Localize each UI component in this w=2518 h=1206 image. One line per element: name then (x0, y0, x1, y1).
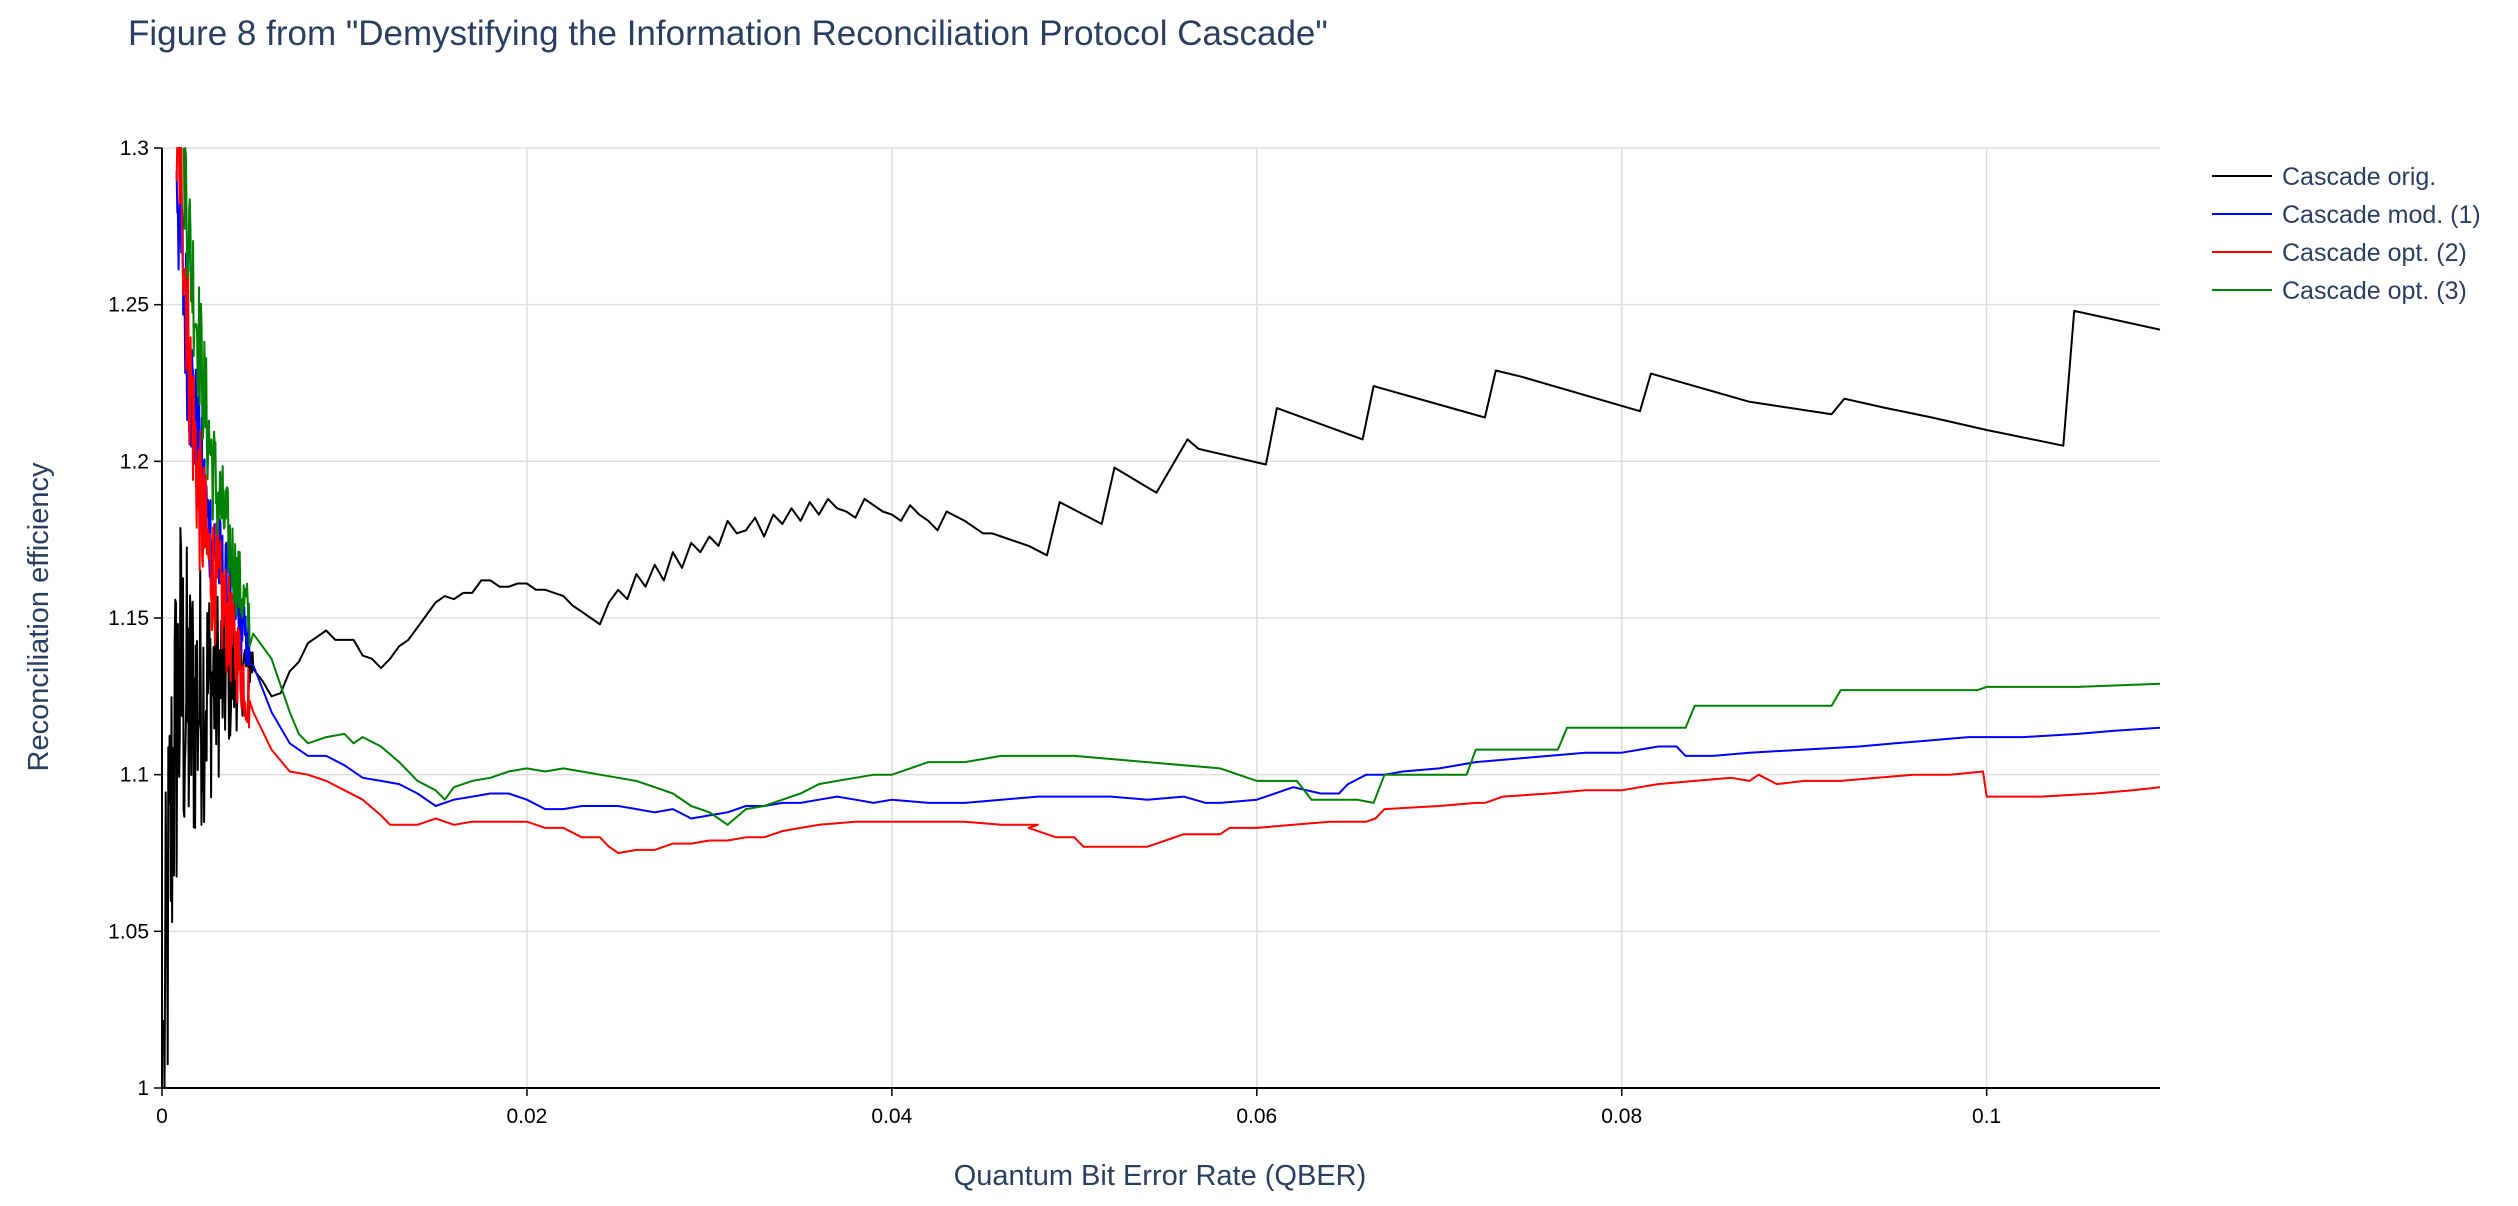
y-tick-label: 1 (137, 1077, 149, 1100)
tick-labels: 0 0.02 0.04 0.06 0.08 0.1 1 1.05 1.1 1.15 1.2 1.25 1… (108, 137, 2001, 1128)
y-tick-label: 1.15 (108, 607, 149, 630)
y-tick-label: 1.25 (108, 294, 149, 317)
series-line-1 (162, 309, 2161, 1089)
legend-item[interactable]: Cascade orig. (2212, 163, 2436, 191)
legend-item[interactable]: Cascade mod. (1) (2212, 201, 2481, 229)
plot-area (162, 147, 2161, 1089)
legend-item[interactable]: Cascade opt. (3) (2212, 277, 2467, 305)
x-axis-title: Quantum Bit Error Rate (QBER) (954, 1160, 1367, 1192)
series-line-2 (175, 147, 2161, 820)
x-tick-label: 0.02 (506, 1105, 547, 1128)
y-tick-label: 1.05 (108, 920, 149, 943)
y-tick-label: 1.2 (120, 450, 149, 473)
y-tick-label: 1.3 (120, 137, 149, 160)
series-line-4 (182, 147, 2161, 826)
y-axis-title: Reconciliation efficiency (23, 462, 55, 771)
chart-title: Figure 8 from "Demystifying the Informat… (128, 14, 1328, 53)
series-line-3 (175, 147, 2161, 854)
legend-label: Cascade opt. (3) (2282, 277, 2467, 305)
legend-label: Cascade opt. (2) (2282, 239, 2467, 267)
x-tick-label: 0 (156, 1105, 168, 1128)
legend-item[interactable]: Cascade opt. (2) (2212, 239, 2467, 267)
y-tick-label: 1.1 (120, 764, 149, 787)
grid-lines (162, 147, 2160, 1088)
x-tick-label: 0.06 (1236, 1105, 1277, 1128)
axes (154, 147, 2160, 1096)
legend-label: Cascade mod. (1) (2282, 201, 2481, 229)
legend-label: Cascade orig. (2282, 163, 2436, 191)
legend: Cascade orig. Cascade mod. (1) Cascade opt… (2212, 163, 2481, 305)
x-tick-label: 0.08 (1601, 1105, 1642, 1128)
x-tick-label: 0.04 (871, 1105, 912, 1128)
x-tick-label: 0.1 (1972, 1105, 2001, 1128)
